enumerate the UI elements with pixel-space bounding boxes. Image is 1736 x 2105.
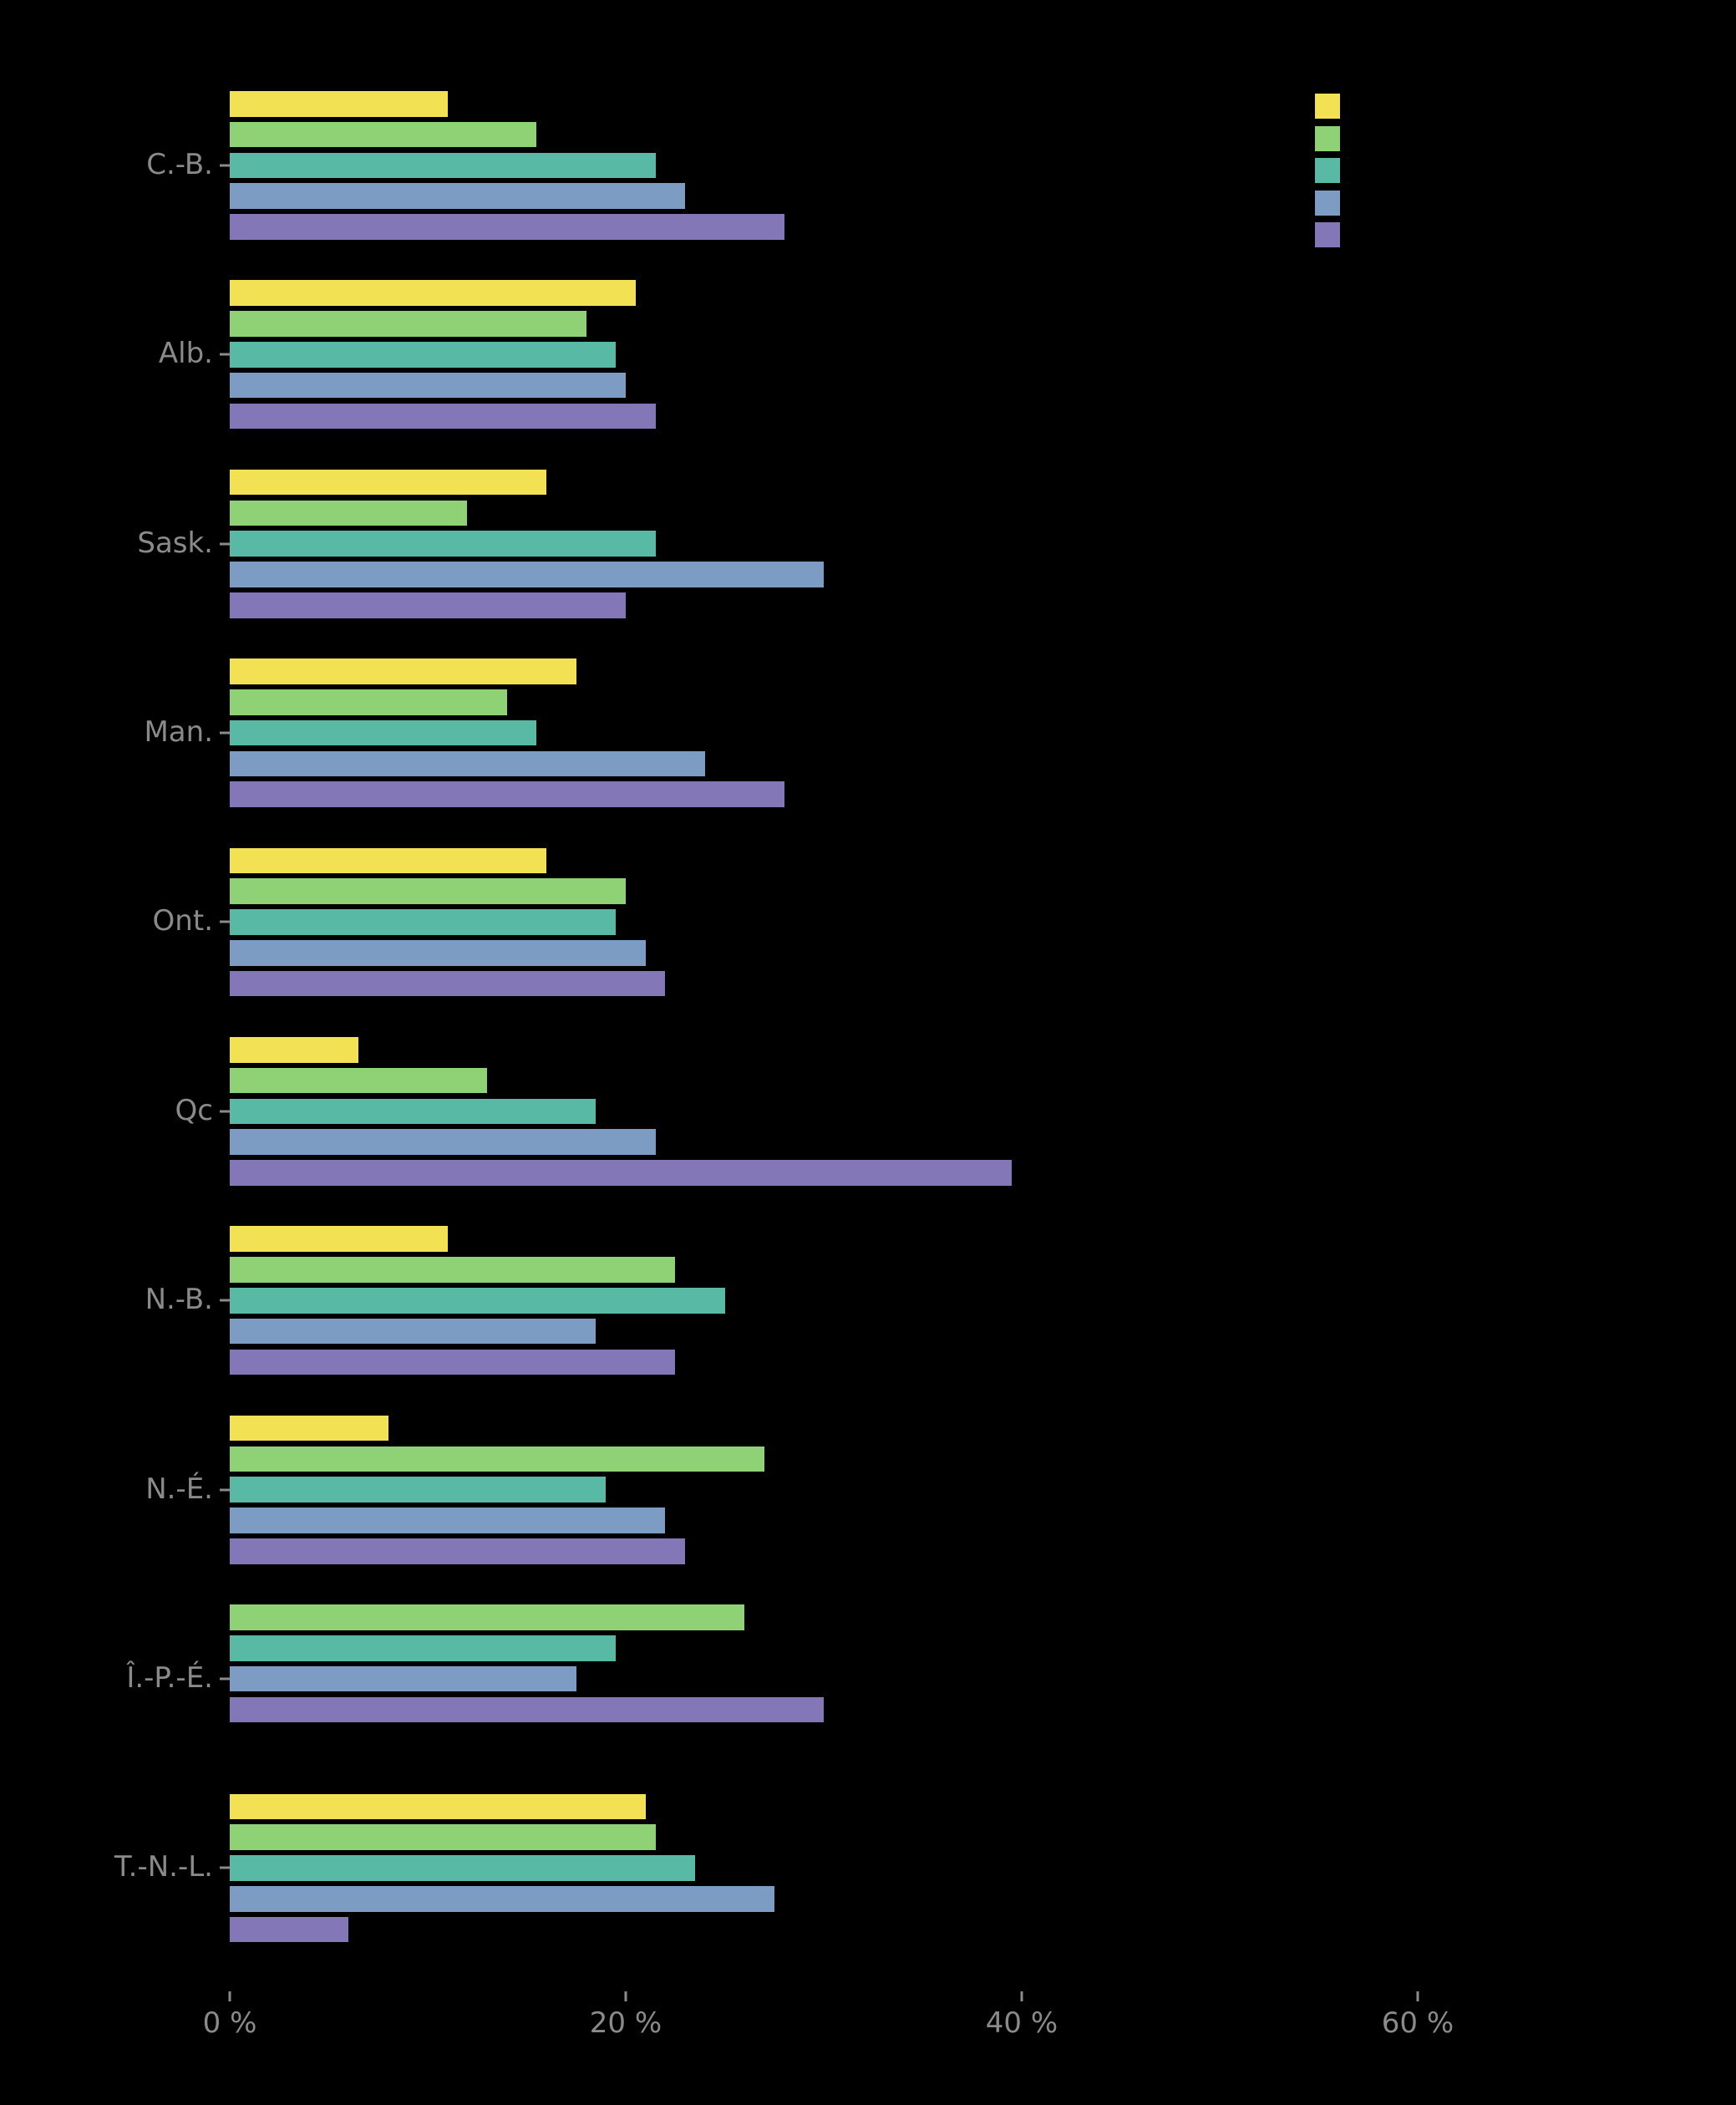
bar-series-5-nb <box>230 1349 676 1375</box>
bar-series-2-nb <box>230 1257 676 1283</box>
bar-series-2-ont <box>230 878 626 904</box>
y-tick-label: N.-B. <box>145 1283 213 1317</box>
bar-series-5-cb <box>230 214 784 240</box>
bar-series-1-tnl <box>230 1793 646 1820</box>
legend-swatch-series-5 <box>1315 222 1340 247</box>
bar-series-5-qc <box>230 1160 1013 1186</box>
bar-series-2-n <box>230 1446 764 1472</box>
y-tick-mark <box>220 731 230 735</box>
x-tick-label: 60 % <box>1381 2006 1454 2040</box>
y-tick-mark <box>220 920 230 923</box>
bar-series-1-n <box>230 1415 388 1441</box>
bar-series-2-man <box>230 689 507 715</box>
bar-series-2-cb <box>230 121 537 148</box>
bar-series-4-qc <box>230 1129 656 1155</box>
bar-series-1-cb <box>230 91 448 117</box>
y-tick-mark <box>220 1488 230 1492</box>
y-tick-label: Qc <box>175 1094 213 1128</box>
bar-series-3-alb <box>230 342 617 368</box>
bar-series-5-man <box>230 781 784 807</box>
y-tick-label: Sask. <box>137 526 213 560</box>
bar-series-4-tnl <box>230 1886 774 1912</box>
legend <box>1315 94 1340 247</box>
bar-series-3-sask <box>230 531 656 557</box>
x-tick-label: 0 % <box>202 2006 257 2040</box>
bar-series-1-sask <box>230 469 547 496</box>
bar-series-4-ont <box>230 940 646 966</box>
y-tick-label: Î.-P.-É. <box>126 1661 213 1696</box>
y-tick-mark <box>220 1110 230 1113</box>
x-tick-label: 40 % <box>985 2006 1058 2040</box>
bar-series-5-ont <box>230 970 666 997</box>
bar-series-2-alb <box>230 311 586 337</box>
bar-series-4-nb <box>230 1318 596 1345</box>
bar-series-4-n <box>230 1508 666 1533</box>
y-tick-mark <box>220 353 230 356</box>
y-tick-label: N.-É. <box>145 1472 213 1506</box>
y-tick-label: T.-N.-L. <box>114 1850 213 1884</box>
bar-series-1-alb <box>230 280 636 306</box>
bar-series-3-ont <box>230 909 617 935</box>
bar-series-4-p <box>230 1665 576 1692</box>
y-tick-label: C.-B. <box>146 148 213 182</box>
bar-series-1-man <box>230 658 576 684</box>
x-tick-mark <box>1020 1991 1023 2001</box>
legend-swatch-series-1 <box>1315 94 1340 119</box>
y-tick-label: Man. <box>144 715 213 750</box>
bar-series-4-sask <box>230 562 824 587</box>
bar-series-1-nb <box>230 1226 448 1252</box>
bar-series-1-qc <box>230 1037 359 1063</box>
y-tick-mark <box>220 1866 230 1869</box>
bar-series-3-n <box>230 1477 607 1502</box>
bar-series-2-qc <box>230 1067 488 1094</box>
bar-series-3-man <box>230 719 537 746</box>
bar-series-3-p <box>230 1635 617 1661</box>
bar-series-3-cb <box>230 152 656 179</box>
x-tick-label: 20 % <box>589 2006 662 2040</box>
bar-series-4-man <box>230 750 705 777</box>
bar-series-2-tnl <box>230 1824 656 1850</box>
legend-swatch-series-4 <box>1315 190 1340 216</box>
bar-series-3-qc <box>230 1098 596 1125</box>
y-tick-label: Alb. <box>158 337 213 371</box>
bar-series-1-ont <box>230 847 547 874</box>
y-tick-mark <box>220 1299 230 1302</box>
y-tick-mark <box>220 164 230 167</box>
bar-series-5-sask <box>230 592 626 618</box>
y-tick-mark <box>220 542 230 546</box>
bar-series-5-alb <box>230 403 656 430</box>
bar-series-2-p <box>230 1604 745 1630</box>
bar-series-2-sask <box>230 500 468 526</box>
bar-series-5-n <box>230 1538 686 1564</box>
bar-series-4-alb <box>230 372 626 399</box>
bar-series-3-tnl <box>230 1855 695 1881</box>
y-tick-label: Ont. <box>152 904 213 938</box>
y-tick-mark <box>220 1677 230 1680</box>
bar-series-3-nb <box>230 1288 725 1314</box>
x-tick-mark <box>228 1991 231 2001</box>
legend-swatch-series-2 <box>1315 125 1340 151</box>
x-tick-mark <box>1416 1991 1419 2001</box>
x-tick-mark <box>624 1991 627 2001</box>
bar-series-4-cb <box>230 183 686 209</box>
bar-series-5-tnl <box>230 1916 349 1943</box>
legend-swatch-series-3 <box>1315 158 1340 183</box>
bar-series-5-p <box>230 1696 824 1723</box>
